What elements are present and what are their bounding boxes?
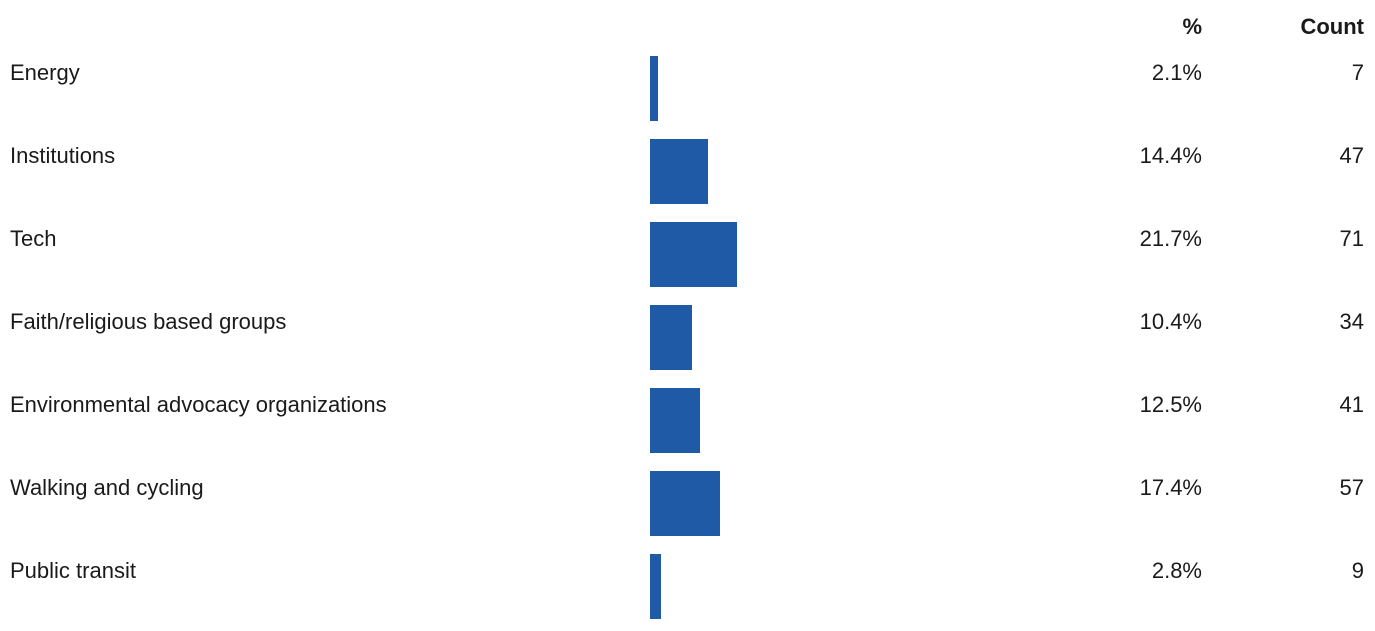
percent-value: 10.4%	[1139, 309, 1202, 334]
count-value: 57	[1339, 475, 1364, 500]
category-label: Public transit	[10, 558, 136, 583]
count-value: 34	[1339, 309, 1364, 334]
chart-row: Public transit 2.8% 9	[0, 548, 1375, 631]
chart-row: Energy 2.1% 7	[0, 50, 1375, 133]
chart-row: Environmental advocacy organizations 12.5…	[0, 382, 1375, 465]
chart-row: Tech 21.7% 71	[0, 216, 1375, 299]
category-label: Institutions	[10, 143, 116, 168]
count-column-header: Count	[1300, 14, 1364, 39]
bar	[650, 305, 692, 370]
percent-column-header: %	[1182, 14, 1202, 39]
percent-value: 12.5%	[1139, 392, 1202, 417]
count-value: 9	[1351, 558, 1364, 583]
percent-value: 2.1%	[1151, 60, 1202, 85]
bar	[650, 139, 708, 204]
category-label: Tech	[10, 226, 57, 251]
percent-value: 14.4%	[1139, 143, 1202, 168]
category-label: Walking and cycling	[10, 475, 204, 500]
bar	[650, 222, 737, 287]
category-label: Faith/religious based groups	[10, 309, 287, 334]
bar	[650, 471, 720, 536]
category-label: Environmental advocacy organizations	[10, 392, 387, 417]
chart-row: Institutions 14.4% 47	[0, 133, 1375, 216]
percent-value: 17.4%	[1139, 475, 1202, 500]
bar	[650, 388, 700, 453]
bar-chart-rows: Energy 2.1% 7 Institutions 14.4% 47 Tech 21.7% 7…	[0, 50, 1375, 631]
count-value: 47	[1339, 143, 1364, 168]
chart-row: Walking and cycling 17.4% 57	[0, 465, 1375, 548]
count-value: 7	[1351, 60, 1364, 85]
count-value: 41	[1339, 392, 1364, 417]
category-label: Energy	[10, 60, 80, 85]
count-value: 71	[1339, 226, 1364, 251]
table-header: % Count	[0, 12, 1375, 42]
percent-value: 21.7%	[1139, 226, 1202, 251]
percent-value: 2.8%	[1151, 558, 1202, 583]
chart-row: Faith/religious based groups 10.4% 34	[0, 299, 1375, 382]
bar	[650, 56, 658, 121]
bar	[650, 554, 661, 619]
